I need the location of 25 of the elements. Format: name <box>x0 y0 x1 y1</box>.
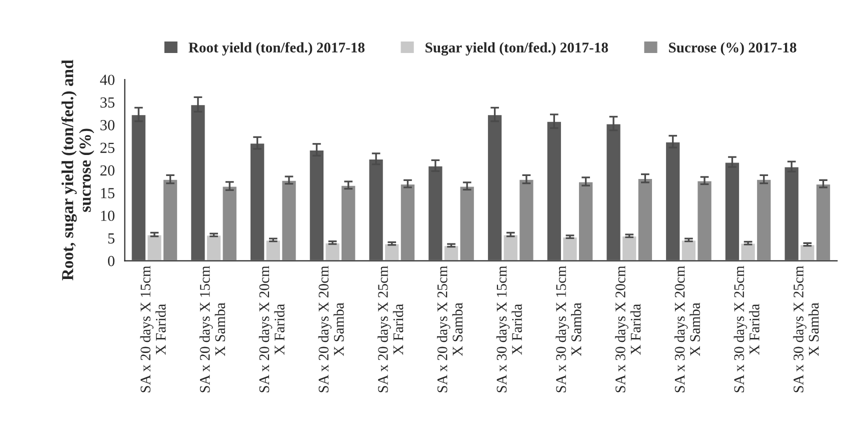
x-tick-label: SA x 20 days X 20cm X Farida <box>258 266 284 392</box>
y-tick-label: 15 <box>101 188 114 198</box>
x-tick-label: SA x 30 days X 25cm X Samba <box>793 266 819 392</box>
x-tick-label: SA x 20 days X 15cm X Samba <box>200 266 226 392</box>
y-tick-label: 25 <box>100 142 114 153</box>
y-tick-label: 10 <box>101 210 114 221</box>
x-tick-label: SA x 30 days X 25cm X Farida <box>734 266 760 392</box>
x-tick-label: SA x 20 days X 25cm X Farida <box>378 266 404 392</box>
y-tick-label: 35 <box>100 97 114 108</box>
x-tick-label: SA x 20 days X 25cm X Samba <box>436 266 463 392</box>
y-tick-label: 40 <box>100 74 114 86</box>
legend-label: Sugar yield (ton/fed.) 2017-18 <box>426 42 608 56</box>
x-tick-label: SA x 30 days X 20cm X Samba <box>674 266 700 392</box>
legend-label: Root yield (ton/fed.) 2017-18 <box>188 42 365 56</box>
y-tick-label: 30 <box>100 120 114 130</box>
x-tick-label: SA x 30 days X 15cm X Farida <box>496 266 522 392</box>
legend-label: Sucrose (%) 2017-18 <box>669 42 796 56</box>
y-tick-label: 20 <box>100 165 114 176</box>
y-tick-label: 0 <box>108 256 114 266</box>
y-axis-title: Root, sugar yield (ton/fed.) and sucrose (%) <box>61 60 94 280</box>
x-tick-label: SA x 20 days X 20cm X Samba <box>318 266 344 392</box>
x-tick-label: SA x 30 days X 15cm X Samba <box>556 266 582 392</box>
x-tick-label: SA x 30 days X 20cm X Farida <box>615 266 641 392</box>
x-tick-label: SA x 20 days X 15cm X Farida <box>140 266 166 392</box>
y-tick-label: 5 <box>108 233 114 244</box>
